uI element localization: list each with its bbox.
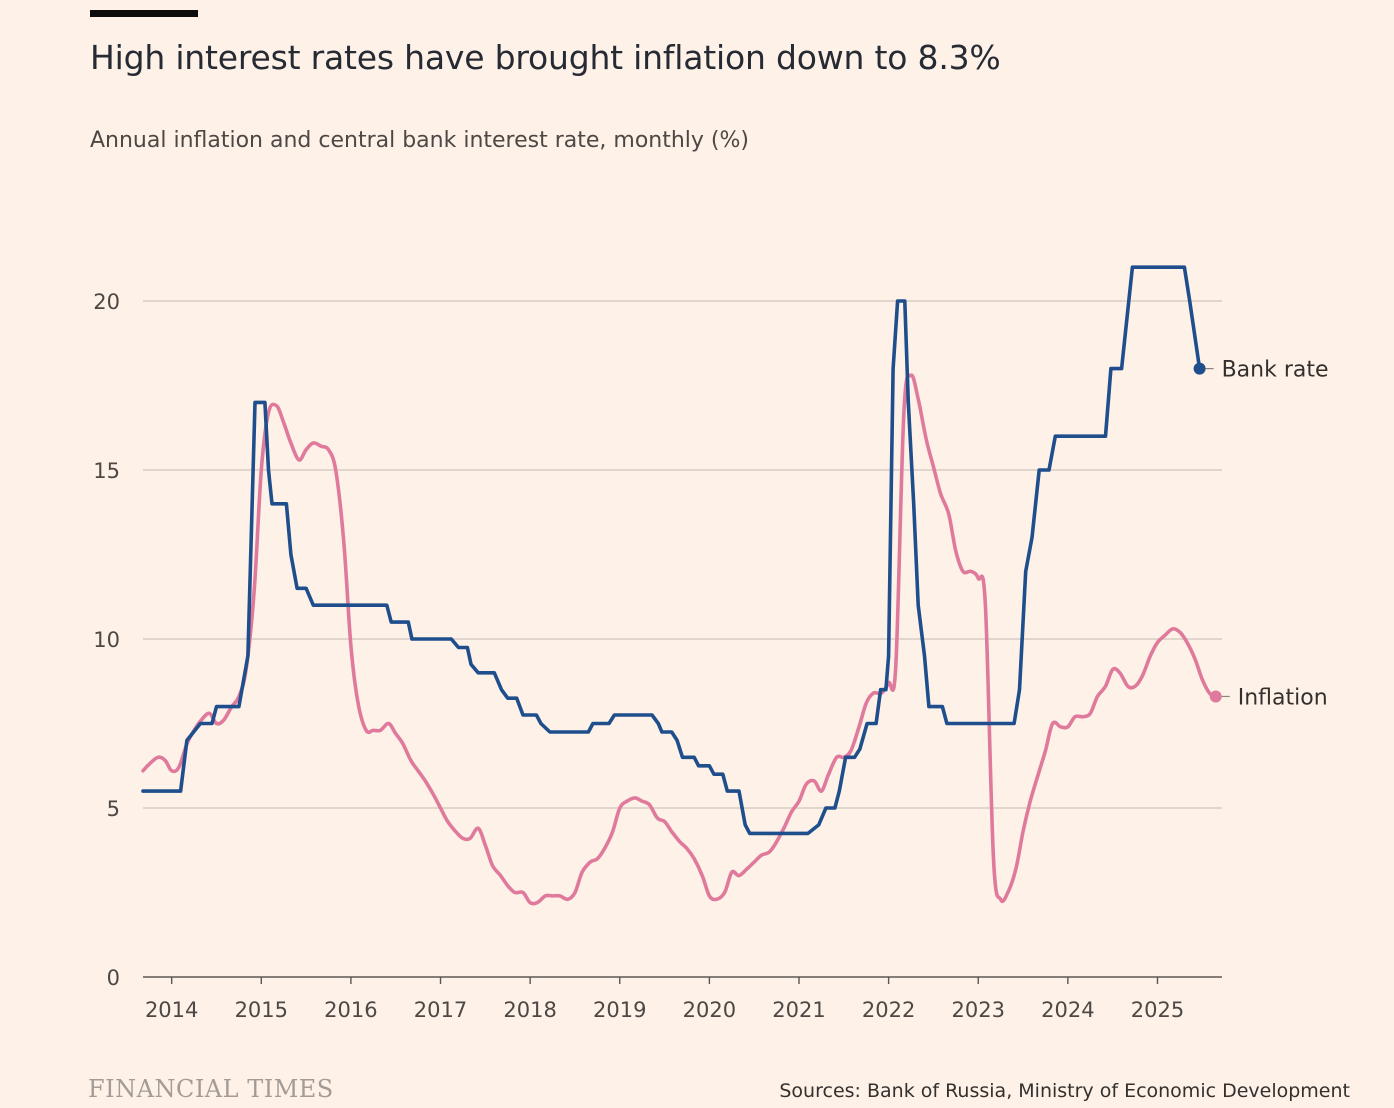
inflation-line xyxy=(141,373,1218,906)
x-tick-label: 2015 xyxy=(235,998,288,1022)
chart-title: High interest rates have brought inflati… xyxy=(90,38,1001,77)
x-tick-label: 2020 xyxy=(683,998,736,1022)
ft-logo-text: FINANCIAL TIMES xyxy=(88,1075,334,1103)
x-tick-label: 2016 xyxy=(324,998,377,1022)
x-tick-label: 2023 xyxy=(952,998,1005,1022)
bank-rate-series-label: Bank rate xyxy=(1222,358,1329,383)
y-tick-label: 15 xyxy=(93,459,120,483)
inflation-end-marker xyxy=(1209,690,1222,703)
chart-subtitle: Annual inflation and central bank intere… xyxy=(90,128,750,153)
y-tick-label: 10 xyxy=(93,628,120,652)
bank-rate-line xyxy=(141,265,1202,836)
x-tick-label: 2017 xyxy=(414,998,467,1022)
x-tick-label: 2021 xyxy=(772,998,825,1022)
x-tick-label: 2022 xyxy=(862,998,915,1022)
x-tick-label: 2018 xyxy=(503,998,556,1022)
x-tick-label: 2014 xyxy=(145,998,198,1022)
source-note: Sources: Bank of Russia, Ministry of Eco… xyxy=(779,1080,1350,1102)
x-tick-label: 2025 xyxy=(1131,998,1184,1022)
brand-accent-bar xyxy=(90,10,198,17)
inflation-series-label: Inflation xyxy=(1238,685,1328,710)
x-tick-label: 2019 xyxy=(593,998,646,1022)
y-tick-label: 20 xyxy=(93,290,120,314)
y-tick-label: 5 xyxy=(107,797,120,821)
y-tick-label: 0 xyxy=(107,966,120,990)
x-tick-label: 2024 xyxy=(1041,998,1094,1022)
bank-rate-end-marker xyxy=(1193,362,1206,375)
